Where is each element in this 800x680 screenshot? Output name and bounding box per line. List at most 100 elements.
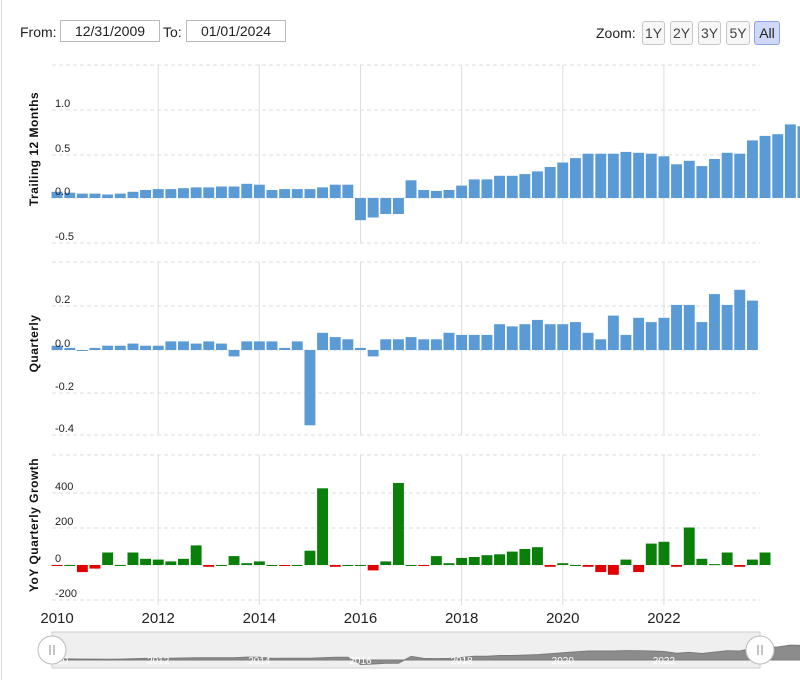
to-date-input[interactable] (186, 20, 286, 42)
chart-frame-border (1, 0, 2, 680)
x-tick-label: 2022 (647, 610, 680, 627)
bar (582, 153, 594, 198)
bar (557, 324, 569, 350)
bar (393, 198, 404, 214)
bar (468, 334, 480, 350)
bar (443, 563, 455, 565)
bar (279, 347, 291, 350)
bar (304, 350, 316, 426)
x-tick-label: 2014 (243, 610, 276, 627)
bar (658, 317, 670, 351)
navigator-left-handle[interactable] (37, 635, 67, 665)
bar (367, 565, 379, 571)
y-tick-label: 0.5 (55, 143, 70, 155)
y-axis-title: Quarterly (27, 315, 41, 373)
bar (190, 187, 202, 198)
bar (557, 162, 569, 198)
bar (443, 332, 455, 350)
bar (241, 563, 253, 565)
bar (140, 558, 151, 565)
bar (102, 552, 114, 565)
bar (380, 561, 392, 565)
bar (456, 185, 468, 198)
zoom-5y-button[interactable]: 5Y (726, 21, 750, 45)
bar (595, 565, 607, 573)
bar (696, 322, 708, 350)
bar (304, 189, 316, 198)
bar (152, 559, 164, 565)
bar (203, 565, 215, 567)
bar (607, 315, 619, 350)
bar (747, 300, 758, 350)
bar (329, 184, 341, 198)
bar (633, 565, 645, 573)
bar (570, 322, 581, 350)
bar (759, 552, 771, 565)
bar (266, 190, 278, 198)
bar (620, 559, 632, 565)
zoom-2y-button[interactable]: 2Y (670, 21, 693, 45)
y-tick-label: 0 (55, 553, 61, 565)
from-date-input[interactable] (60, 20, 160, 42)
bar (178, 188, 189, 198)
bar (140, 345, 151, 350)
y-tick-label: -0.4 (55, 423, 74, 435)
bar (418, 190, 430, 198)
bar (620, 151, 632, 198)
bar (468, 557, 480, 565)
x-tick-label: 2010 (40, 610, 73, 627)
bar (443, 190, 455, 198)
bar (683, 527, 695, 565)
zoom-1y-button[interactable]: 1Y (642, 21, 665, 45)
bar (405, 565, 417, 566)
y-tick-label: 0.0 (55, 186, 70, 198)
bar (317, 187, 328, 198)
bar (216, 343, 227, 350)
bar (481, 334, 493, 350)
bar (633, 152, 645, 198)
bar (405, 337, 417, 350)
bar (506, 175, 518, 198)
y-tick-label: -0.5 (55, 231, 74, 243)
bar (696, 558, 708, 565)
bar (532, 547, 543, 565)
zoom-3y-button[interactable]: 3Y (698, 21, 721, 45)
bar (228, 350, 240, 357)
bar (582, 332, 594, 350)
bar (456, 557, 468, 565)
bar (734, 565, 746, 567)
bar (747, 140, 758, 198)
navigator-tick-label: 2020 (552, 656, 575, 667)
bar (430, 190, 442, 198)
x-tick-label: 2016 (344, 610, 377, 627)
bar (102, 194, 114, 198)
bar (102, 345, 114, 350)
from-label: From: (20, 24, 57, 40)
bar (709, 564, 720, 566)
bar (544, 167, 556, 198)
bar (291, 341, 303, 350)
bar (645, 322, 657, 350)
bar (279, 189, 291, 198)
bar (367, 198, 379, 218)
bar (317, 332, 328, 350)
bar (620, 334, 632, 350)
bar (241, 183, 253, 198)
bar (645, 543, 657, 565)
navigator-right-handle[interactable] (745, 635, 775, 665)
bar (671, 565, 682, 567)
bar (190, 545, 202, 565)
bar (178, 341, 189, 350)
y-tick-label: 200 (55, 516, 73, 528)
bar (481, 179, 493, 198)
bar (152, 345, 164, 350)
navigator-background[interactable] (51, 631, 761, 669)
bar (304, 550, 316, 565)
bar (203, 187, 215, 198)
zoom-all-button[interactable]: All (754, 21, 780, 45)
navigator-tick-label: 2014 (248, 656, 271, 667)
bar (658, 541, 670, 565)
bar (89, 193, 101, 198)
bar (405, 180, 417, 198)
